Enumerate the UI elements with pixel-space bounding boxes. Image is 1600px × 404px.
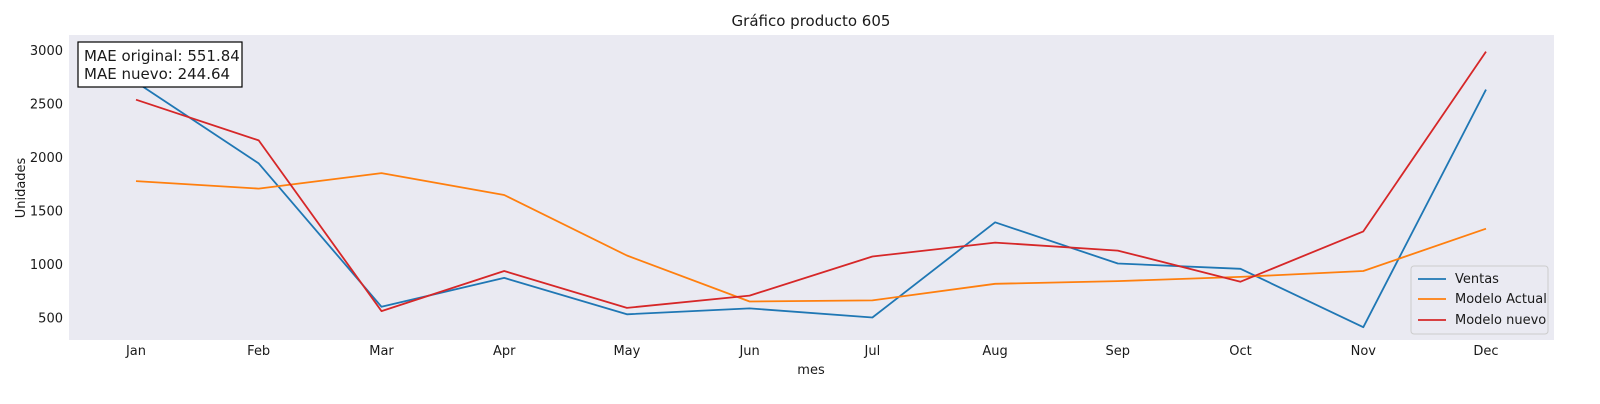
y-tick-label: 1500 <box>30 205 63 220</box>
x-axis-label: mes <box>797 363 825 378</box>
legend-frame <box>1410 265 1549 335</box>
x-tick-label: Apr <box>493 344 516 359</box>
x-tick-label: Dec <box>1473 344 1498 359</box>
mae-annotation-box: MAE original: 551.84 MAE nuevo: 244.64 <box>77 41 243 88</box>
x-tick-label: Mar <box>369 344 394 359</box>
x-tick-label: Aug <box>982 344 1007 359</box>
plot-area <box>69 35 1554 340</box>
legend-label-modelo-nuevo: Modelo nuevo <box>1455 313 1546 328</box>
x-tick-label: May <box>613 344 640 359</box>
series-line-modelo-actual <box>135 172 1487 303</box>
x-tick-label: Jun <box>738 344 759 359</box>
x-tick-label: Jan <box>125 344 146 359</box>
y-tick-label: 500 <box>38 312 63 327</box>
chart-title: Gráfico producto 605 <box>732 12 891 30</box>
y-tick-label: 3000 <box>30 44 63 59</box>
y-tick-label: 2000 <box>30 151 63 166</box>
x-tick-label: Jul <box>864 344 881 359</box>
legend: Ventas Modelo Actual Modelo nuevo <box>1410 265 1549 335</box>
series-lines <box>135 51 1487 329</box>
y-axis-label: Unidades <box>14 157 29 218</box>
x-tick-label: Nov <box>1351 344 1377 359</box>
x-tick-label: Sep <box>1106 344 1131 359</box>
x-axis-ticks: Jan Feb Mar Apr May Jun Jul Aug Sep Oct Nov Dec <box>125 344 1499 359</box>
y-axis-ticks: 500 1000 1500 2000 2500 3000 <box>30 44 63 327</box>
x-tick-label: Feb <box>247 344 270 359</box>
mae-nuevo-text: MAE nuevo: 244.64 <box>84 65 230 83</box>
y-tick-label: 2500 <box>30 98 63 113</box>
y-tick-label: 1000 <box>30 258 63 273</box>
series-line-modelo-nuevo <box>135 51 1487 313</box>
legend-label-modelo-actual: Modelo Actual <box>1455 292 1547 307</box>
mae-original-text: MAE original: 551.84 <box>84 47 240 65</box>
legend-label-ventas: Ventas <box>1455 272 1499 287</box>
x-tick-label: Oct <box>1229 344 1251 359</box>
